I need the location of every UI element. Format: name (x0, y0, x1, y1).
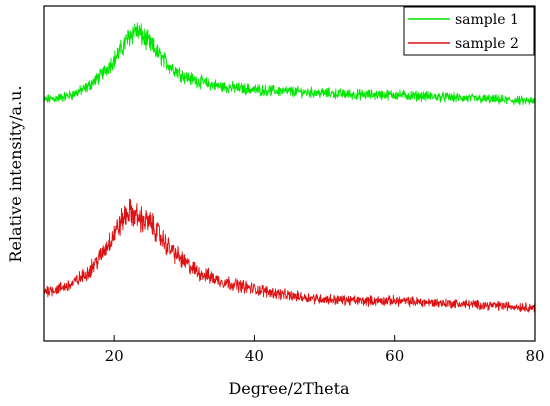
legend-box (403, 6, 535, 56)
legend-label-sample-2: sample 2 (455, 36, 519, 52)
x-tick-label-20: 20 (105, 347, 124, 365)
x-tick-label-60: 60 (385, 347, 404, 365)
plot-frame (43, 5, 536, 342)
x-ticks: 20 40 60 80 (105, 335, 545, 365)
y-axis-title: Relative intensity/a.u. (6, 85, 25, 262)
series-line-sample-1 (44, 22, 535, 106)
legend: sample 1 sample 2 (403, 6, 535, 56)
x-axis-title: Degree/2Theta (228, 379, 350, 398)
x-tick-label-80: 80 (525, 347, 544, 365)
series-layer (44, 22, 535, 313)
legend-label-sample-1: sample 1 (455, 12, 519, 28)
x-tick-label-40: 40 (245, 347, 264, 365)
series-line-sample-2 (44, 198, 535, 313)
